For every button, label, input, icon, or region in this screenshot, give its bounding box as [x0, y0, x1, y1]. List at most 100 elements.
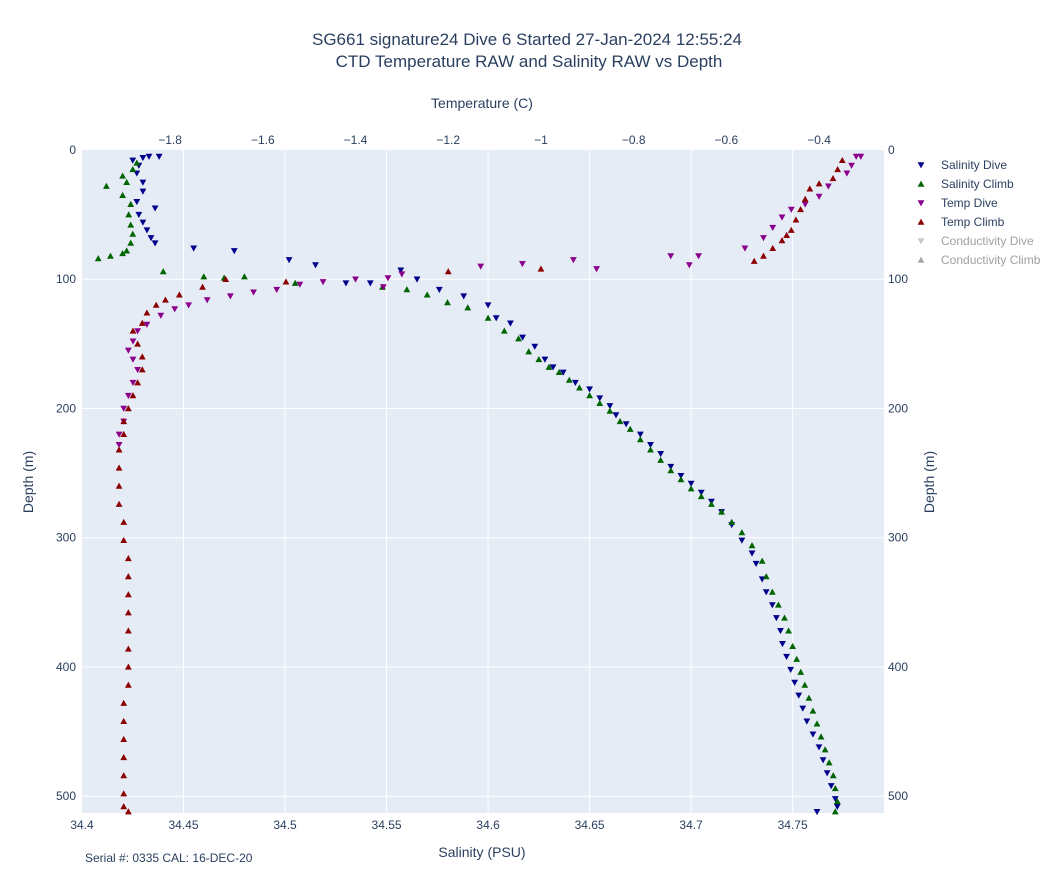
temp-climb-point	[115, 500, 123, 507]
salinity-dive-point	[190, 245, 198, 252]
salinity-dive-point	[541, 356, 549, 363]
salinity-climb-point	[576, 384, 583, 391]
temperature-tick-label: −1.8	[158, 133, 182, 147]
salinity-dive-point	[787, 666, 795, 673]
legend-label-salinity-dive[interactable]: Salinity Dive	[941, 158, 1007, 172]
salinity-dive-point	[145, 153, 153, 160]
salinity-climb-point	[107, 252, 114, 259]
salinity-dive-point	[657, 450, 665, 458]
salinity-tick-label: 34.5	[273, 818, 297, 832]
temp-dive-point	[815, 193, 823, 200]
salinity-dive-point	[155, 153, 163, 160]
salinity-climb-point	[738, 529, 746, 536]
salinity-climb-point	[484, 314, 492, 321]
salinity-dive-point	[815, 744, 823, 751]
salinity-climb-point	[500, 327, 508, 334]
temp-climb-point	[801, 195, 809, 202]
depth-tick-label-left: 500	[56, 789, 76, 803]
legend-label-conductivity-dive[interactable]: Conductivity Dive	[941, 234, 1034, 248]
salinity-dive-point	[519, 334, 526, 341]
temp-dive-point	[769, 224, 777, 231]
temp-climb-point	[134, 340, 142, 347]
temp-dive-point	[778, 214, 786, 221]
salinity-dive-point	[139, 219, 147, 226]
salinity-climb-point	[616, 418, 624, 425]
temperature-tick-label: −0.4	[807, 133, 831, 147]
temp-dive-point	[124, 392, 132, 399]
axis-ticks: 34.4 34.45 34.5 34.55 34.6 34.65 34.7 34.75 0 0 10…	[56, 133, 908, 832]
salinity-climb-point	[119, 172, 127, 179]
depth-axis-title-right: Depth (m)	[921, 451, 937, 513]
salinity-dive-point	[791, 679, 799, 686]
temp-dive-point	[115, 441, 123, 449]
salinity-climb-point	[94, 255, 102, 262]
legend-marker-salinity-climb[interactable]	[917, 180, 925, 187]
salinity-dive-point	[507, 320, 514, 327]
salinity-tick-label: 34.75	[778, 818, 808, 832]
temp-dive-point	[203, 297, 211, 304]
salinity-dive-point	[827, 783, 835, 790]
salinity-dive-point	[366, 280, 374, 287]
salinity-climb-point	[464, 304, 472, 311]
temp-climb-point	[797, 206, 804, 213]
legend-label-temp-dive[interactable]: Temp Dive	[941, 196, 998, 210]
temp-climb-point	[222, 275, 230, 282]
temp-climb-point	[120, 536, 128, 544]
temp-dive-point	[226, 293, 234, 300]
temp-dive-point	[667, 253, 675, 260]
temp-dive-point	[124, 347, 132, 354]
salinity-dive-point	[803, 718, 811, 725]
salinity-climb-point	[102, 182, 110, 189]
depth-tick-label-left: 200	[56, 401, 76, 415]
salinity-climb-point	[119, 249, 127, 257]
legend-marker-salinity-dive[interactable]	[917, 162, 925, 169]
salinity-climb-point	[677, 476, 685, 483]
temp-climb-point	[134, 379, 142, 386]
salinity-climb-point	[133, 159, 141, 166]
salinity-climb-point	[119, 191, 127, 198]
temp-dive-point	[848, 162, 855, 169]
salinity-climb-point	[657, 456, 665, 463]
salinity-tick-label: 34.45	[169, 818, 199, 832]
legend-marker-conductivity-dive[interactable]	[917, 238, 925, 245]
salinity-climb-point	[127, 239, 135, 246]
salinity-climb-point	[718, 508, 725, 515]
temp-climb-point	[124, 645, 132, 652]
temp-climb-point	[120, 790, 128, 797]
legend-marker-conductivity-climb[interactable]	[917, 256, 925, 263]
salinity-climb-point	[697, 492, 705, 500]
salinity-climb-point	[768, 588, 776, 595]
legend-label-salinity-climb[interactable]: Salinity Climb	[941, 177, 1014, 191]
temp-climb-point	[124, 554, 132, 562]
salinity-climb-point	[123, 247, 131, 254]
temp-dive-point	[129, 379, 137, 387]
temp-climb-point	[124, 405, 132, 412]
salinity-climb-point	[159, 268, 167, 275]
depth-tick-label-right: 200	[888, 401, 908, 415]
salinity-climb-point	[596, 399, 604, 407]
salinity-climb-point	[423, 291, 431, 298]
salinity-climb-point	[565, 376, 573, 383]
salinity-climb-point	[535, 355, 543, 363]
depth-tick-label-right: 100	[888, 272, 908, 286]
temp-dive-point	[129, 338, 137, 345]
temp-climb-point	[838, 156, 846, 164]
legend-label-temp-climb[interactable]: Temp Climb	[941, 215, 1005, 229]
salinity-climb-point	[123, 178, 131, 186]
temp-climb-point	[129, 327, 137, 334]
salinity-climb-point	[626, 425, 634, 432]
salinity-dive-point	[147, 235, 155, 242]
temp-climb-point	[138, 353, 146, 360]
salinity-dive-point	[819, 757, 827, 764]
salinity-climb-point	[805, 694, 813, 701]
chart-title-line1: SG661 signature24 Dive 6 Started 27-Jan-…	[312, 30, 742, 49]
legend-marker-temp-dive[interactable]	[917, 200, 925, 207]
salinity-dive-point	[813, 808, 821, 816]
salinity-dive-point	[777, 628, 784, 635]
plot-area	[82, 150, 884, 813]
temp-dive-point	[171, 306, 179, 313]
depth-tick-label-right: 0	[888, 143, 895, 157]
legend-label-conductivity-climb[interactable]: Conductivity Climb	[941, 253, 1041, 267]
legend-marker-temp-climb[interactable]	[917, 218, 925, 225]
temp-climb-point	[120, 518, 128, 525]
